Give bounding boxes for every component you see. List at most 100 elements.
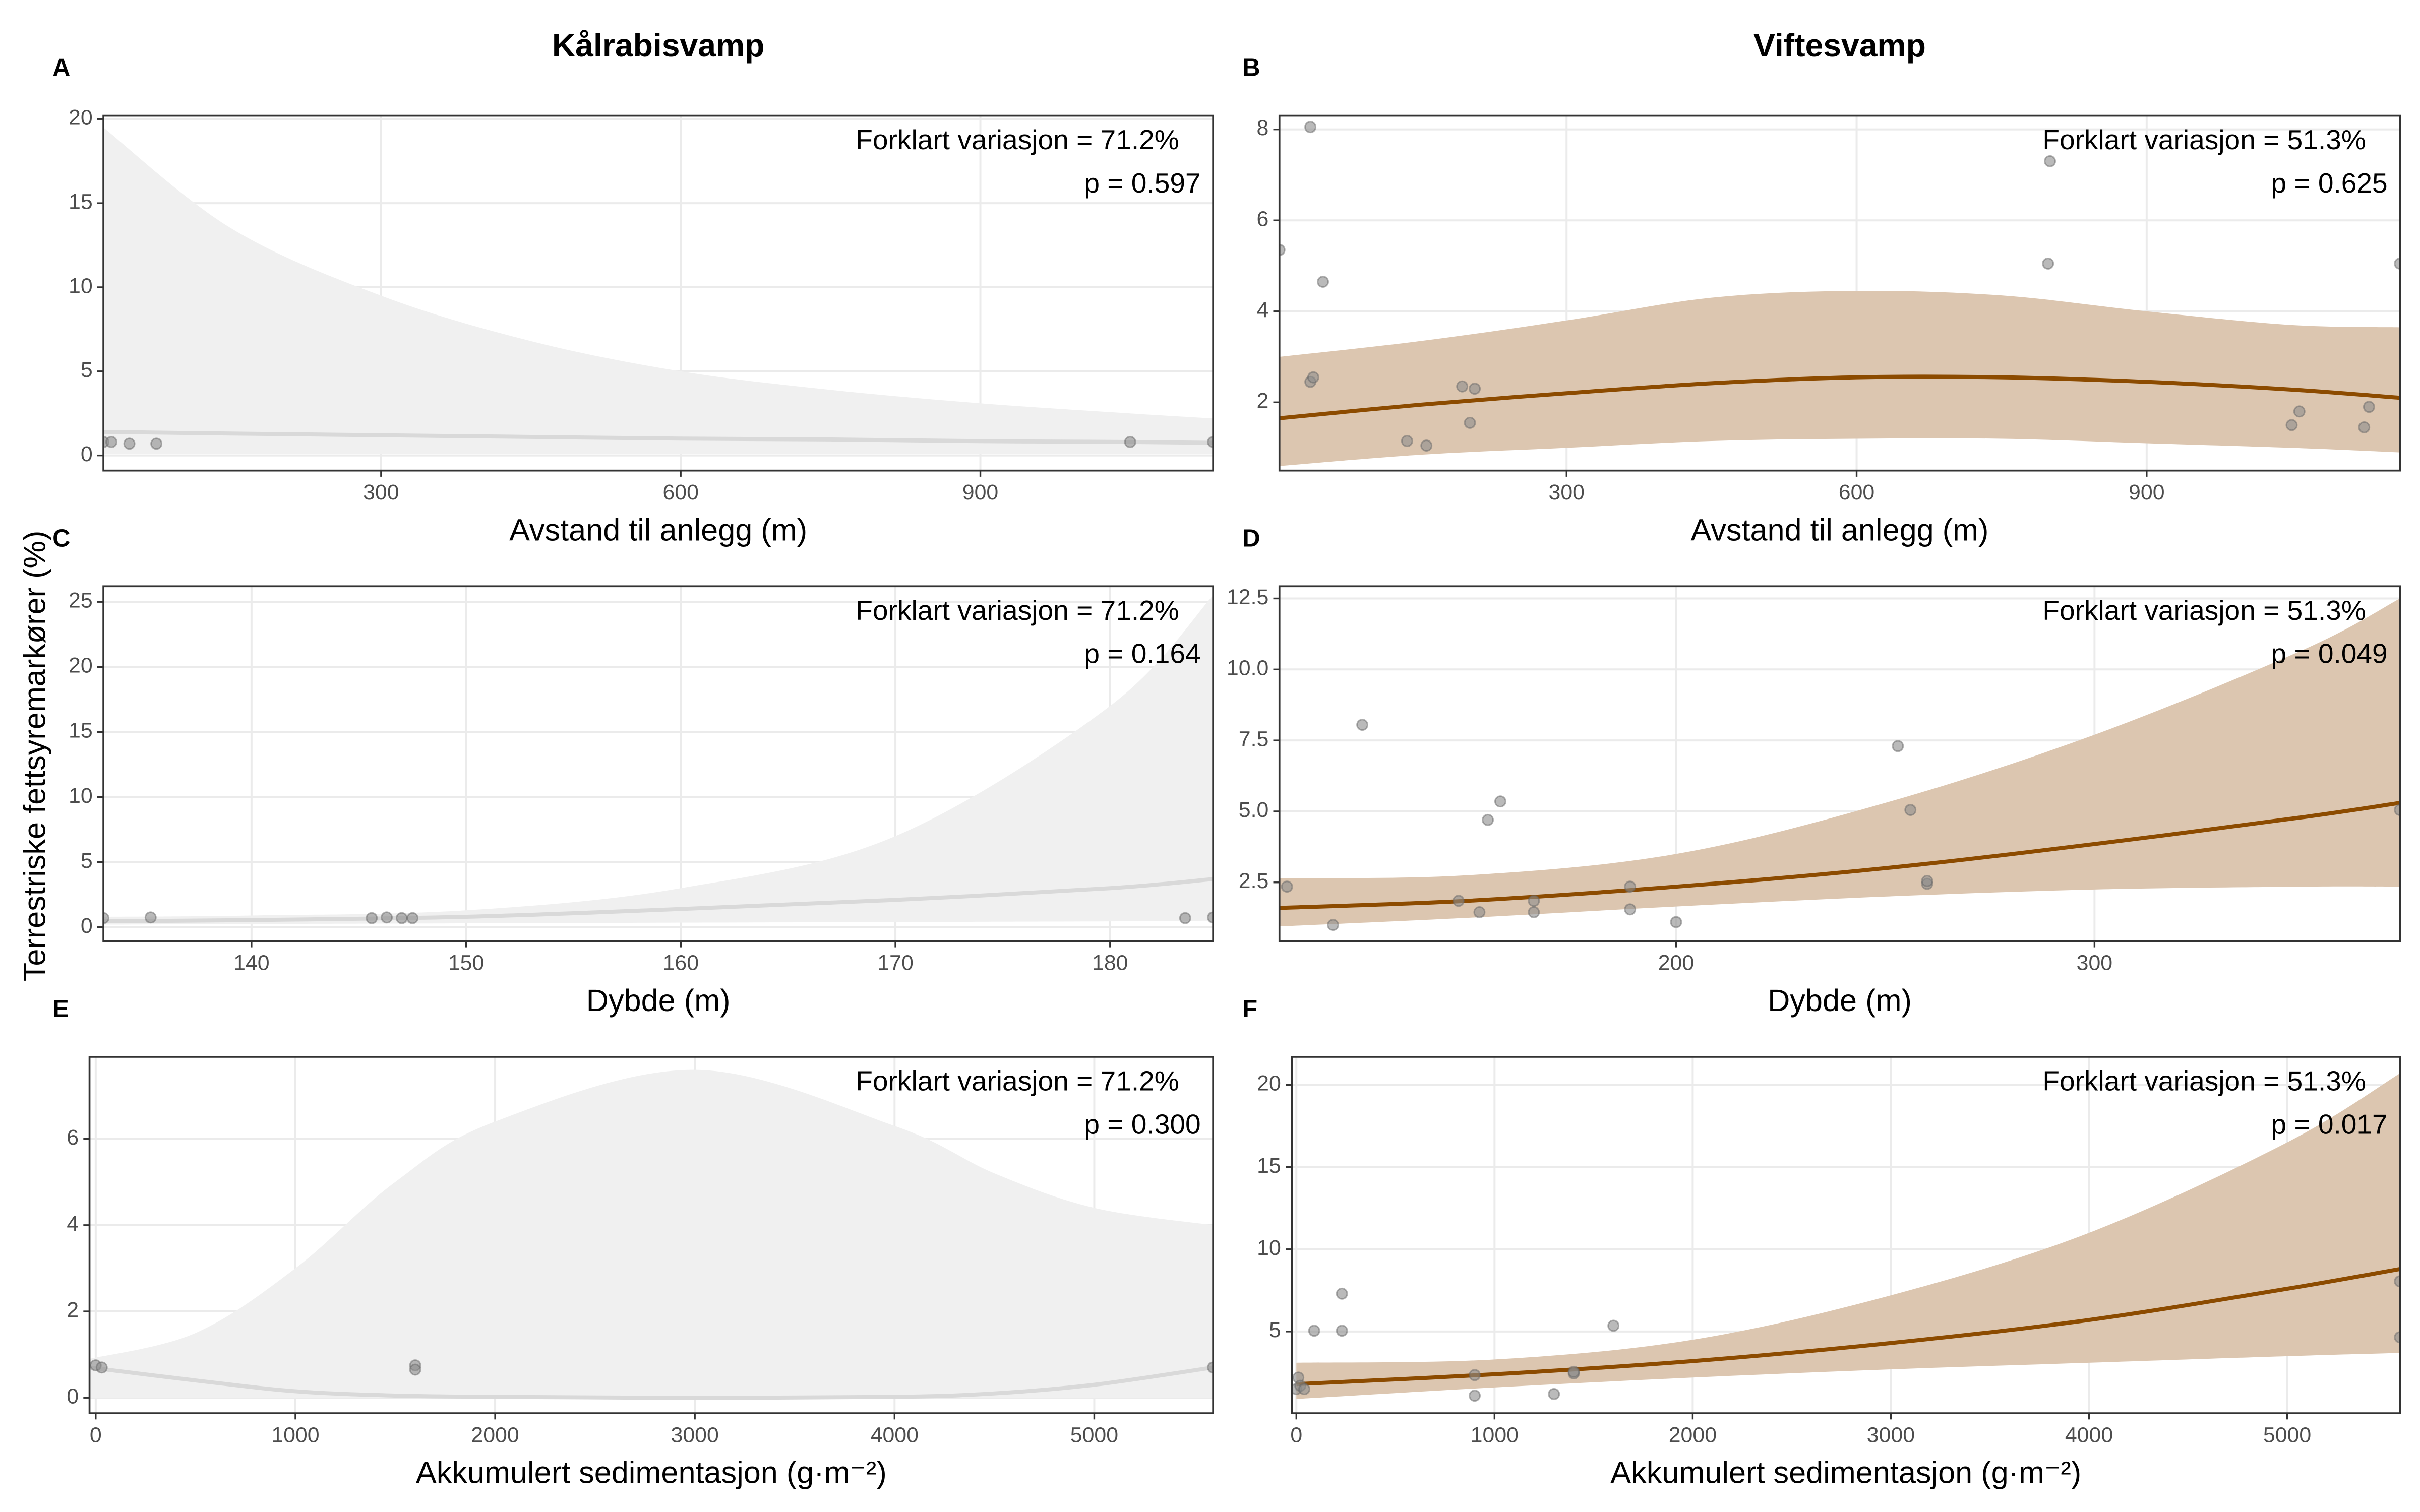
x-axis-label: Akkumulert sedimentasjon (g·m⁻²) bbox=[1610, 1456, 2081, 1490]
point bbox=[1528, 906, 1540, 918]
point bbox=[1304, 121, 1317, 134]
point bbox=[395, 912, 408, 924]
y-tick-label: 10 bbox=[69, 274, 93, 298]
point bbox=[1307, 371, 1319, 384]
x-tick-label: 3000 bbox=[1867, 1423, 1915, 1447]
point bbox=[1456, 380, 1469, 393]
point bbox=[1298, 1383, 1310, 1396]
point bbox=[123, 437, 136, 450]
point bbox=[2363, 401, 2375, 413]
panel-letter: F bbox=[1242, 995, 1257, 1023]
y-tick-label: 2.5 bbox=[1239, 869, 1269, 893]
y-tick-label: 10 bbox=[1257, 1236, 1281, 1260]
point bbox=[105, 436, 117, 448]
y-tick-label: 0 bbox=[81, 914, 93, 938]
point bbox=[409, 1363, 421, 1376]
x-tick-label: 600 bbox=[1839, 480, 1874, 505]
x-tick-label: 170 bbox=[877, 951, 913, 975]
x-tick-label: 5000 bbox=[2263, 1423, 2311, 1447]
x-tick-label: 0 bbox=[90, 1423, 102, 1447]
point bbox=[1548, 1388, 1560, 1400]
point bbox=[1317, 276, 1329, 288]
y-tick-label: 20 bbox=[1257, 1072, 1281, 1096]
x-tick-label: 300 bbox=[363, 480, 399, 505]
panel-border bbox=[1291, 1056, 2401, 1414]
point bbox=[144, 911, 157, 924]
y-tick-label: 12.5 bbox=[1227, 585, 1268, 609]
y-tick-label: 5 bbox=[81, 849, 93, 873]
x-tick-label: 4000 bbox=[2065, 1423, 2113, 1447]
point bbox=[1356, 719, 1369, 731]
annotation: p = 0.164 bbox=[1084, 638, 1200, 669]
point bbox=[1469, 383, 1481, 395]
point bbox=[1336, 1287, 1348, 1300]
fit-line bbox=[1279, 801, 2400, 910]
point bbox=[1327, 919, 1339, 931]
point bbox=[1469, 1369, 1481, 1381]
panel-border bbox=[102, 585, 1214, 942]
annotation: p = 0.597 bbox=[1084, 167, 1200, 199]
point bbox=[1904, 804, 1917, 816]
y-tick-label: 20 bbox=[69, 654, 93, 678]
point bbox=[1670, 916, 1682, 928]
column-title: Viftesvamp bbox=[1753, 27, 1926, 64]
confidence-band bbox=[103, 127, 1214, 454]
x-axis-label: Dybde (m) bbox=[1768, 983, 1912, 1018]
panel-border bbox=[1278, 585, 2401, 942]
point bbox=[1473, 906, 1486, 918]
y-tick-label: 20 bbox=[69, 106, 93, 130]
panel bbox=[103, 586, 1214, 941]
point bbox=[1420, 439, 1433, 452]
point bbox=[1892, 740, 1904, 752]
x-tick-label: 1000 bbox=[1471, 1423, 1519, 1447]
column-title: Kålrabisvamp bbox=[552, 27, 765, 64]
x-tick-label: 900 bbox=[962, 480, 998, 505]
x-tick-label: 160 bbox=[663, 951, 699, 975]
point bbox=[381, 911, 393, 924]
x-tick-label: 1000 bbox=[271, 1423, 319, 1447]
y-tick-label: 5.0 bbox=[1239, 798, 1269, 822]
point bbox=[1528, 895, 1540, 907]
shared-y-label: Terrestriske fettsyremarkører (%) bbox=[18, 531, 52, 982]
x-tick-label: 300 bbox=[1549, 480, 1585, 505]
x-tick-label: 150 bbox=[448, 951, 484, 975]
panel-border bbox=[88, 1056, 1214, 1414]
point bbox=[2285, 419, 2298, 431]
point bbox=[95, 1361, 108, 1374]
annotation: Forklart variasjon = 71.2% bbox=[856, 595, 1179, 626]
y-tick-label: 2 bbox=[67, 1298, 79, 1322]
point bbox=[1281, 880, 1293, 893]
fit-line bbox=[103, 877, 1214, 924]
x-tick-label: 2000 bbox=[471, 1423, 519, 1447]
y-tick-label: 4 bbox=[1256, 298, 1268, 322]
fit-line bbox=[89, 1365, 1214, 1400]
fit-line bbox=[1296, 1267, 2400, 1387]
x-tick-label: 140 bbox=[233, 951, 269, 975]
point bbox=[1482, 813, 1494, 826]
annotation: p = 0.049 bbox=[2271, 638, 2387, 669]
y-tick-label: 10 bbox=[69, 784, 93, 808]
point bbox=[406, 912, 419, 924]
x-tick-label: 180 bbox=[1092, 951, 1128, 975]
annotation: p = 0.625 bbox=[2271, 167, 2387, 199]
y-tick-label: 15 bbox=[1257, 1154, 1281, 1178]
confidence-band bbox=[89, 1069, 1214, 1398]
panel bbox=[103, 115, 1214, 471]
x-tick-label: 300 bbox=[2077, 951, 2112, 975]
annotation: p = 0.300 bbox=[1084, 1108, 1200, 1140]
panel-border bbox=[1278, 114, 2401, 472]
x-tick-label: 600 bbox=[662, 480, 698, 505]
point bbox=[1624, 880, 1637, 893]
confidence-band bbox=[1279, 598, 2400, 927]
x-axis-label: Akkumulert sedimentasjon (g·m⁻²) bbox=[416, 1456, 887, 1490]
y-tick-label: 8 bbox=[1256, 116, 1268, 140]
point bbox=[1567, 1365, 1580, 1378]
point bbox=[1464, 416, 1476, 429]
annotation: Forklart variasjon = 51.3% bbox=[2042, 1065, 2366, 1097]
annotation: Forklart variasjon = 71.2% bbox=[856, 124, 1179, 155]
point bbox=[1494, 795, 1506, 808]
x-tick-label: 4000 bbox=[871, 1423, 919, 1447]
fit-line bbox=[1279, 374, 2400, 420]
panel bbox=[89, 1056, 1214, 1414]
